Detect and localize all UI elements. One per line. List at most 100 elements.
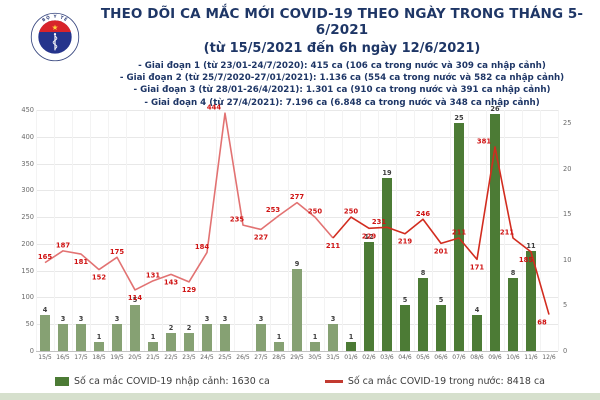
line-value-label: 211 (452, 228, 466, 236)
gridline-vertical (54, 110, 55, 351)
chart-title: THEO DÕI CA MẮC MỚI COVID-19 THEO NGÀY T… (100, 6, 584, 38)
gridline-vertical (72, 110, 73, 351)
logo-red-flag (39, 20, 71, 32)
bar-imported-cases (112, 323, 122, 351)
x-axis-label: 31/5 (326, 354, 340, 361)
gridline-vertical (126, 110, 127, 351)
x-axis-label: 11/6 (524, 354, 538, 361)
x-axis-label: 03/6 (380, 354, 394, 361)
bar-value-label: 3 (222, 314, 228, 323)
x-axis-label: 20/5 (128, 354, 142, 361)
bar-imported-cases (292, 268, 302, 351)
phase-1-summary: - Giai đoạn 1 (từ 23/01-24/7/2020): 415 … (138, 61, 546, 71)
legend-domestic-label: Số ca mắc COVID-19 trong nước: 8418 ca (347, 376, 545, 387)
gridline (36, 136, 558, 138)
line-value-label: 246 (416, 210, 430, 218)
bar-value-label: 3 (78, 314, 84, 323)
bar-value-label: 12 (364, 232, 374, 241)
line-value-label: 381 (477, 137, 491, 145)
x-axis-label: 30/5 (308, 354, 322, 361)
bar-imported-cases (400, 305, 410, 351)
line-value-label: 171 (470, 263, 484, 271)
line-value-label: 114 (128, 294, 142, 302)
gridline-vertical (468, 110, 469, 351)
bar-value-label: 5 (438, 296, 444, 305)
line-segment (332, 146, 550, 315)
line-value-label: 187 (56, 241, 70, 249)
line-value-label: 211 (500, 228, 514, 236)
bar-value-label: 1 (276, 332, 282, 341)
phase-4-summary: - Giai đoạn 4 (từ 27/4/2021): 7.196 ca (… (144, 97, 540, 108)
legend-domestic-marker (324, 380, 343, 383)
line-segment (44, 112, 334, 291)
bar-imported-cases (454, 123, 464, 351)
bar-imported-cases (184, 332, 194, 351)
bar-value-label: 19 (382, 168, 392, 177)
gridline-vertical (306, 110, 307, 351)
bar-value-label: 8 (420, 269, 426, 278)
bar-imported-cases (148, 341, 158, 351)
bar-imported-cases (346, 341, 356, 351)
line-value-label: 184 (195, 243, 209, 251)
bar-value-label: 5 (402, 296, 408, 305)
right-axis-tick: 20 (563, 164, 572, 173)
bar-value-label: 3 (204, 314, 210, 323)
left-axis-tick: 250 (21, 213, 34, 222)
line-value-label: 250 (344, 208, 358, 216)
x-axis-label: 07/6 (452, 354, 466, 361)
line-value-label: 235 (230, 216, 244, 224)
bar-value-label: 26 (490, 104, 500, 113)
right-axis-tick: 0 (563, 347, 568, 355)
gridline-vertical (360, 110, 361, 351)
left-axis-tick: 400 (21, 132, 34, 141)
gridline-vertical (198, 110, 199, 351)
gridline-vertical (414, 110, 415, 351)
x-axis-label: 27/5 (254, 354, 268, 361)
gridline-vertical (108, 110, 109, 351)
left-axis-tick: 450 (21, 106, 34, 114)
line-value-label: 219 (398, 238, 412, 246)
bar-value-label: 2 (168, 323, 174, 332)
line-value-label: 152 (92, 274, 106, 282)
bar-imported-cases (472, 314, 482, 351)
line-value-label: 68 (537, 319, 547, 327)
x-axis-label: 28/5 (272, 354, 286, 361)
gridline-vertical (504, 110, 505, 351)
gridline-vertical (144, 110, 145, 351)
bar-value-label: 5 (132, 296, 138, 305)
line-value-label: 250 (308, 208, 322, 216)
bar-imported-cases (256, 323, 266, 351)
gridline-vertical (324, 110, 325, 351)
line-value-label: 227 (254, 233, 268, 241)
line-value-label: 143 (164, 278, 178, 286)
gridline-vertical (90, 110, 91, 351)
gridline-vertical (540, 110, 541, 351)
bar-value-label: 9 (294, 259, 300, 268)
line-value-label: 231 (372, 218, 386, 226)
x-axis-label: 15/5 (38, 354, 52, 361)
x-axis-label: 25/5 (218, 354, 232, 361)
x-axis-label: 04/6 (398, 354, 412, 361)
x-axis-label: 10/6 (506, 354, 520, 361)
header: THEO DÕI CA MẮC MỚI COVID-19 THEO NGÀY T… (88, 6, 596, 109)
gridline-vertical (450, 110, 451, 351)
x-axis-label: 22/5 (164, 354, 178, 361)
bar-imported-cases (274, 341, 284, 351)
bar-value-label: 4 (474, 305, 480, 314)
bar-value-label: 3 (330, 314, 336, 323)
gridline-vertical (36, 110, 37, 351)
bar-imported-cases (418, 278, 428, 351)
bar-value-label: 1 (96, 332, 102, 341)
left-axis-tick: 150 (21, 266, 34, 275)
x-axis-label: 17/5 (74, 354, 88, 361)
right-axis-tick: 5 (563, 301, 568, 310)
combo-chart: 4 3 3 1 3 5 1 2 2 3 3 3 1 9 1 3 1 12 19 5 8 5 25 4 26 8 11 165 187 18… (14, 98, 592, 376)
line-value-label: 129 (182, 286, 196, 294)
x-axis-label: 09/6 (488, 354, 502, 361)
bar-value-label: 8 (510, 269, 516, 278)
x-axis-label: 05/6 (416, 354, 430, 361)
bar-value-label: 25 (454, 114, 464, 122)
gridline (36, 110, 558, 111)
logo-staff-of-asclepius-icon (52, 33, 58, 51)
left-axis-tick: 0 (29, 347, 34, 355)
